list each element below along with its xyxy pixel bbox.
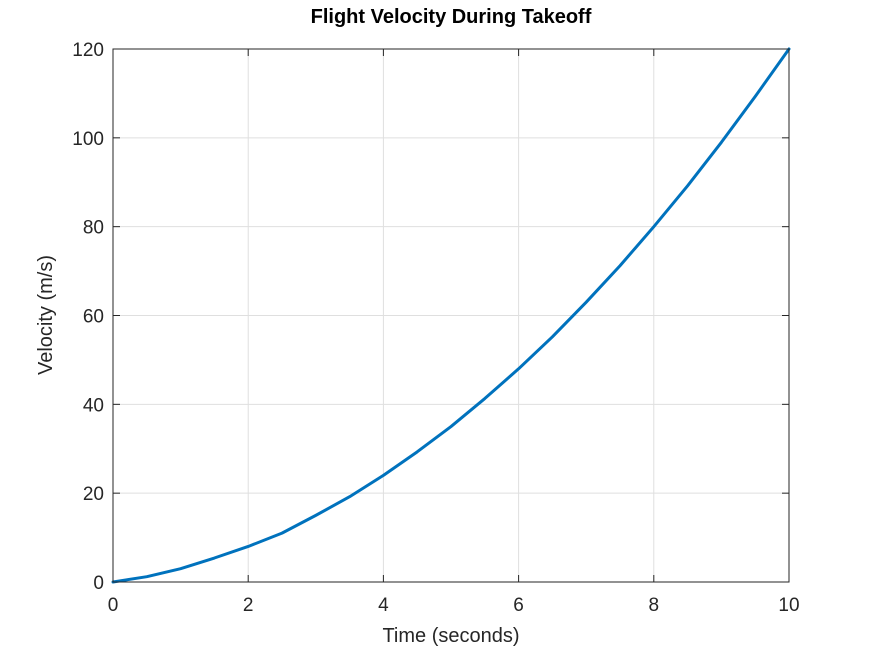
x-tick-label: 8 [649,595,660,616]
x-tick-label: 6 [513,595,524,616]
y-tick-label: 40 [83,395,104,416]
y-tick-label: 80 [83,218,104,239]
x-tick-label: 0 [108,595,119,616]
ticks [112,48,790,583]
y-tick-labels: 0 20 40 60 80 100 120 [72,40,104,594]
y-tick-label: 100 [72,129,104,150]
series-line [111,47,791,584]
y-tick-label: 120 [72,40,104,61]
series-group [111,47,791,584]
x-tick-label: 2 [243,595,254,616]
y-tick-label: 60 [83,307,104,328]
x-tick-label: 4 [378,595,389,616]
y-axis-label: Velocity (m/s) [35,255,57,375]
y-tick-label: 0 [93,573,104,594]
chart-title: Flight Velocity During Takeoff [311,6,592,28]
x-tick-label: 10 [778,595,799,616]
x-tick-labels: 0 2 4 6 8 10 [108,595,800,616]
y-tick-label: 20 [83,484,104,505]
x-axis-label: Time (seconds) [382,625,519,647]
grid [113,49,789,582]
